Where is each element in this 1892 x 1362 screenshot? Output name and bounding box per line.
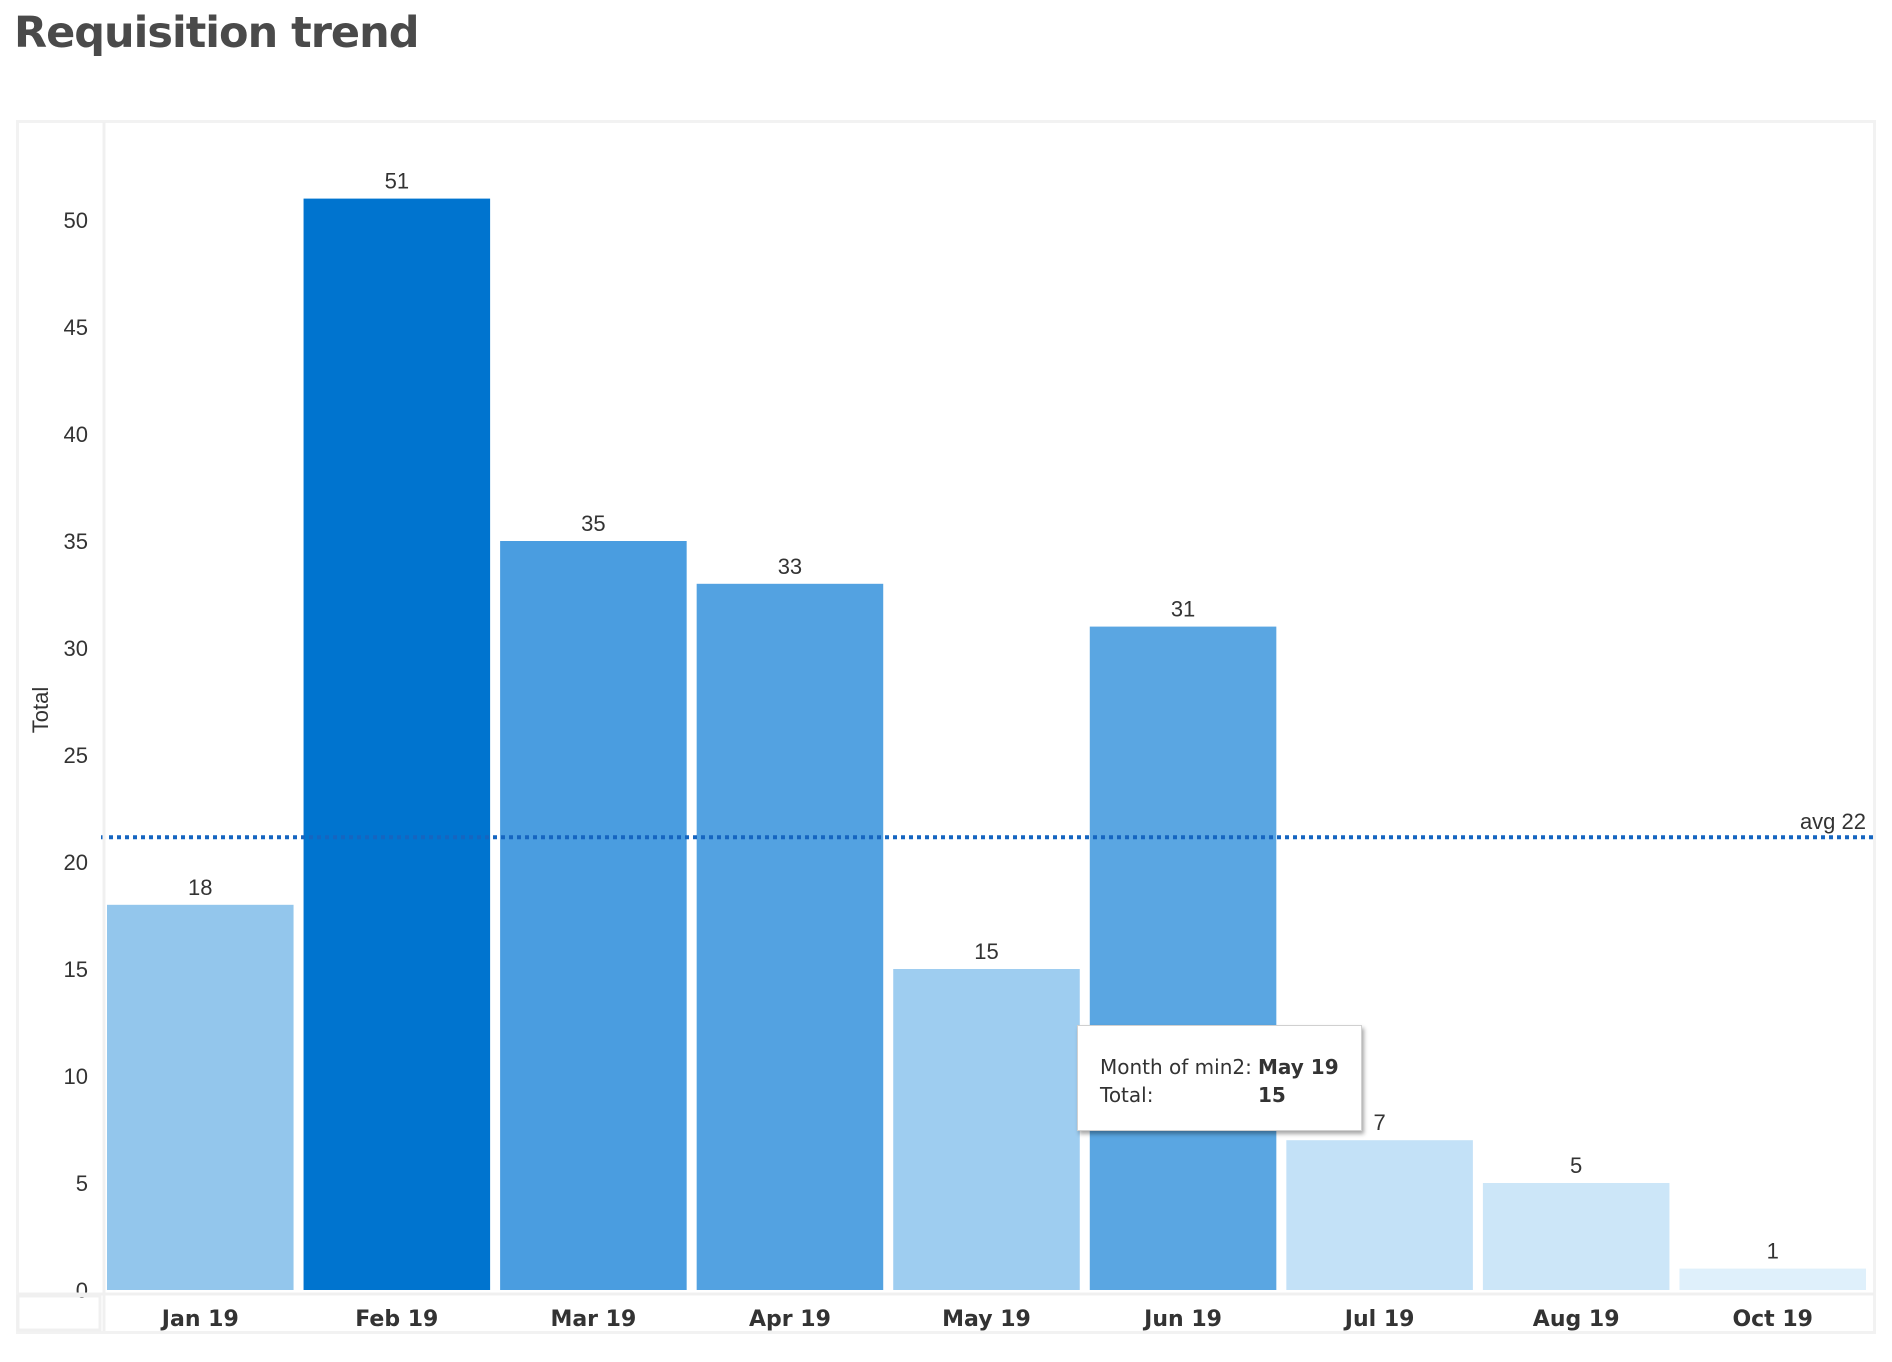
page-title: Requisition trend [14, 8, 419, 58]
bar-value-label: 7 [1373, 1110, 1385, 1135]
bar-value-label: 51 [385, 169, 409, 194]
y-tick-label: 20 [64, 850, 88, 875]
bar[interactable] [696, 583, 884, 1290]
x-tick-label: Mar 19 [550, 1307, 636, 1332]
bar-value-label: 31 [1171, 597, 1195, 622]
y-tick-label: 30 [64, 636, 88, 661]
bar-value-label: 5 [1570, 1153, 1582, 1178]
y-tick-label: 25 [64, 743, 88, 768]
bar[interactable] [893, 969, 1080, 1290]
average-line-group: avg 22 [101, 809, 1876, 840]
y-tick-label: 5 [76, 1171, 88, 1196]
x-tick-label: Apr 19 [749, 1307, 831, 1332]
x-tick-label: Aug 19 [1533, 1307, 1620, 1332]
x-axis: Jan 19 Feb 19 Mar 19 Apr 19 May 19 Jun 19 Jul … [160, 1307, 1813, 1332]
y-axis: 0 5 10 15 20 25 30 35 40 45 50 [64, 208, 88, 1303]
bar-value-label: 15 [974, 939, 998, 964]
x-tick-label: Oct 19 [1732, 1307, 1813, 1332]
tooltip-month-label: Month of min2: [1100, 1055, 1252, 1079]
bar-value-label: 18 [188, 875, 212, 900]
y-tick-label: 0 [76, 1278, 88, 1303]
tooltip-total-value: 15 [1258, 1083, 1286, 1107]
y-tick-label: 10 [64, 1064, 88, 1089]
chart-frame [16, 120, 1876, 1334]
bars [107, 198, 1866, 1291]
bar-value-label: 33 [778, 554, 802, 579]
bar[interactable] [1482, 1183, 1670, 1290]
average-line-label: avg 22 [1800, 809, 1866, 834]
bar-value-label: 35 [581, 511, 605, 536]
x-tick-label: Jan 19 [160, 1307, 239, 1332]
y-tick-label: 45 [64, 315, 88, 340]
y-tick-label: 35 [64, 529, 88, 554]
y-tick-label: 50 [64, 208, 88, 233]
tooltip-total-label: Total: [1100, 1083, 1154, 1107]
x-tick-label: May 19 [942, 1307, 1031, 1332]
x-tick-label: Jun 19 [1142, 1307, 1222, 1332]
y-tick-label: 40 [64, 422, 88, 447]
bar[interactable] [500, 541, 687, 1290]
x-tick-label: Feb 19 [355, 1307, 438, 1332]
tooltip-month-value: May 19 [1258, 1055, 1339, 1079]
bar[interactable] [1679, 1268, 1866, 1290]
bar[interactable] [303, 198, 491, 1291]
tooltip: Month of min2: May 19 Total: 15 [1077, 1025, 1362, 1131]
bar[interactable] [1286, 1140, 1473, 1290]
y-tick-label: 15 [64, 957, 88, 982]
bar[interactable] [107, 904, 294, 1290]
y-axis-title: Total [28, 687, 53, 733]
x-tick-label: Jul 19 [1343, 1307, 1415, 1332]
bar-value-label: 1 [1767, 1239, 1779, 1264]
bar[interactable] [1089, 626, 1277, 1290]
axis-corner-cell [16, 1294, 102, 1332]
